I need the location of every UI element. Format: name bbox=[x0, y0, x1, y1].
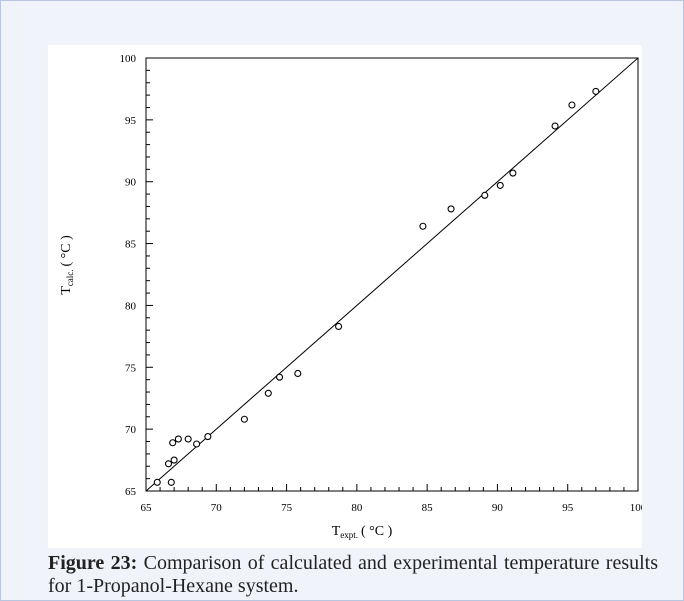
axis-ticks bbox=[145, 57, 639, 492]
data-point bbox=[592, 87, 600, 95]
y-axis-title-main: T bbox=[59, 286, 74, 295]
data-point bbox=[264, 389, 272, 397]
x-axis-title-main: T bbox=[332, 524, 341, 539]
y-tick-label: 100 bbox=[120, 53, 137, 65]
caption-text: Comparison of calculated and experimenta… bbox=[48, 552, 659, 597]
y-tick-label: 90 bbox=[125, 177, 137, 189]
data-point bbox=[294, 369, 302, 378]
data-point bbox=[496, 181, 504, 189]
data-point bbox=[184, 435, 192, 443]
data-point bbox=[481, 191, 489, 199]
plot-frame bbox=[145, 57, 639, 492]
data-point bbox=[240, 415, 248, 423]
y-axis-title: Tcalc. ( °C ) bbox=[59, 235, 75, 295]
reference-line-layer bbox=[145, 57, 639, 492]
x-tick-label: 85 bbox=[422, 502, 434, 514]
data-point bbox=[509, 169, 517, 177]
scatter-chart: 65 70 75 80 85 90 95 100 65 70 75 80 85 90 95 100 Texpt… bbox=[59, 53, 647, 540]
data-point bbox=[447, 205, 455, 213]
y-axis-title-unit: ( °C ) bbox=[59, 235, 74, 267]
y-tick-label: 80 bbox=[125, 300, 137, 312]
data-point bbox=[170, 456, 178, 464]
reference-line-y-equals-x bbox=[145, 57, 639, 492]
data-point bbox=[164, 460, 173, 468]
x-tick-label: 70 bbox=[211, 502, 223, 514]
chart-area: 65 70 75 80 85 90 95 100 65 70 75 80 85 90 95 100 Texpt… bbox=[48, 45, 647, 548]
data-points bbox=[153, 87, 600, 486]
data-point bbox=[169, 439, 177, 447]
data-point bbox=[204, 433, 212, 441]
x-tick-label: 95 bbox=[562, 502, 574, 514]
data-point bbox=[174, 435, 182, 443]
x-axis-title-sub: expt. bbox=[340, 530, 358, 540]
y-tick-label: 65 bbox=[125, 486, 137, 498]
y-tick-label: 95 bbox=[125, 115, 137, 127]
y-tick-label: 85 bbox=[125, 239, 137, 251]
data-point bbox=[275, 373, 284, 381]
data-point bbox=[419, 222, 427, 230]
data-point bbox=[568, 101, 576, 109]
plot-border bbox=[145, 57, 639, 492]
y-axis-title-sub: calc. bbox=[65, 269, 75, 286]
data-point bbox=[551, 122, 559, 130]
svg-text:Texpt.( °C ): Texpt.( °C ) bbox=[332, 524, 393, 540]
x-tick-label: 100 bbox=[630, 502, 642, 514]
caption-label: Figure 23: bbox=[48, 552, 138, 574]
x-tick-label: 65 bbox=[141, 502, 153, 514]
x-tick-label: 75 bbox=[281, 502, 293, 514]
x-axis-title: Texpt.( °C ) bbox=[332, 524, 393, 540]
data-point bbox=[193, 440, 201, 448]
x-tick-label: 90 bbox=[492, 502, 504, 514]
y-tick-label: 70 bbox=[125, 424, 137, 436]
svg-text:Tcalc.( °C ): Tcalc. ( °C ) bbox=[59, 235, 75, 295]
figure-caption: Figure 23: Comparison of calculated and … bbox=[48, 552, 658, 598]
data-point bbox=[153, 478, 161, 486]
x-tick-label: 80 bbox=[351, 502, 363, 514]
data-point bbox=[335, 322, 343, 331]
x-axis-title-unit: ( °C ) bbox=[361, 524, 393, 539]
data-point bbox=[167, 478, 175, 486]
y-tick-label: 75 bbox=[125, 362, 137, 374]
